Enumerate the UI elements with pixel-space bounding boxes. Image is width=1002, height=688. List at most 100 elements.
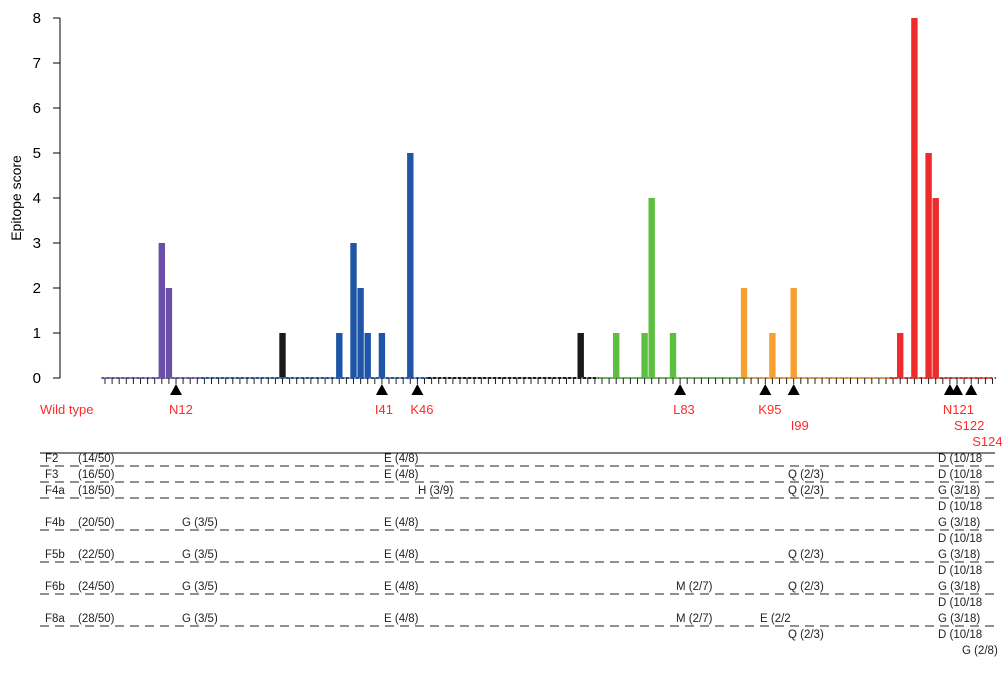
- bar: [407, 153, 414, 378]
- site-marker-icon: [375, 384, 388, 395]
- bar: [350, 243, 357, 378]
- variant-name: F4b: [45, 517, 65, 529]
- site-marker-icon: [965, 384, 978, 395]
- site-label: S124: [972, 434, 1002, 449]
- variant-name: F3: [45, 469, 58, 481]
- variant-name: F5b: [45, 549, 65, 561]
- bar: [364, 333, 371, 378]
- variant-fraction: (20/50): [78, 517, 115, 529]
- variant-substitution: G (3/5): [182, 613, 218, 625]
- variant-substitution: M (2/7): [676, 613, 713, 625]
- site-label: I99: [791, 418, 809, 433]
- variant-fraction: (16/50): [78, 469, 115, 481]
- site-label: S122: [954, 418, 984, 433]
- bar: [648, 198, 655, 378]
- variant-substitution: D (10/18: [938, 597, 982, 609]
- variant-substitution: H (3/9): [418, 485, 453, 497]
- variant-substitution: D (10/18: [938, 565, 982, 577]
- variant-substitution: D (10/18: [938, 533, 982, 545]
- variant-substitution: G (3/18): [938, 485, 980, 497]
- variant-name: F8a: [45, 613, 65, 625]
- variant-substitution: D (10/18: [938, 469, 982, 481]
- site-marker-icon: [951, 384, 963, 395]
- site-label: K46: [410, 402, 433, 417]
- y-tick-label: 7: [33, 55, 41, 72]
- variant-substitution: G (3/18): [938, 613, 980, 625]
- variant-substitution: G (2/8): [962, 645, 998, 657]
- variant-substitution: Q (2/3): [788, 549, 824, 561]
- variant-substitution: E (4/8): [384, 549, 419, 561]
- variant-substitution: Q (2/3): [788, 629, 824, 641]
- bar: [336, 333, 343, 378]
- site-label: L83: [673, 402, 695, 417]
- y-tick-label: 5: [33, 145, 41, 162]
- y-tick-label: 3: [33, 235, 41, 252]
- variant-fraction: (22/50): [78, 549, 115, 561]
- site-label: N12: [169, 402, 193, 417]
- variant-substitution: E (4/8): [384, 469, 419, 481]
- bar: [577, 333, 584, 378]
- variant-table: F2 (14/50) E (4/8) D (10/18 F3 (16/50) E (4/8)…: [40, 452, 998, 657]
- variant-fraction: (18/50): [78, 485, 115, 497]
- bar: [897, 333, 904, 378]
- y-tick-label: 1: [33, 325, 41, 342]
- variant-substitution: G (3/18): [938, 549, 980, 561]
- bar: [932, 198, 939, 378]
- variant-substitution: Q (2/3): [788, 469, 824, 481]
- variant-substitution: G (3/5): [182, 581, 218, 593]
- variant-substitution: D (10/18: [938, 453, 982, 465]
- site-marker-icon: [170, 384, 182, 395]
- bar: [165, 288, 173, 378]
- variant-substitution: E (4/8): [384, 453, 419, 465]
- bar: [158, 243, 165, 378]
- site-marker-icon: [759, 384, 772, 395]
- variant-name: F2: [45, 453, 58, 465]
- site-label: K95: [758, 402, 781, 417]
- variant-name: F4a: [45, 485, 65, 497]
- site-label: I41: [375, 402, 393, 417]
- variant-fraction: (14/50): [78, 453, 115, 465]
- variant-substitution: D (10/18: [938, 501, 982, 513]
- variant-substitution: E (4/8): [384, 613, 419, 625]
- variant-substitution: Q (2/3): [788, 581, 824, 593]
- site-marker-icon: [411, 384, 424, 395]
- y-tick-label: 2: [33, 280, 41, 297]
- bar: [357, 288, 364, 378]
- variant-substitution: G (3/5): [182, 517, 218, 529]
- y-tick-label: 0: [33, 370, 41, 387]
- site-marker-icon: [674, 384, 687, 395]
- bars: [158, 18, 939, 378]
- y-axis-label: Epitope score: [8, 155, 24, 241]
- y-ticks: 0 1 2 3 4 5 6 7 8: [33, 10, 60, 387]
- bar: [279, 333, 286, 378]
- variant-substitution: G (3/18): [938, 581, 980, 593]
- y-tick-label: 4: [33, 190, 41, 207]
- variant-substitution: D (10/18: [938, 629, 982, 641]
- y-tick-label: 8: [33, 10, 41, 27]
- variant-substitution: M (2/7): [676, 581, 713, 593]
- variant-substitution: G (3/18): [938, 517, 980, 529]
- variant-name: F6b: [45, 581, 65, 593]
- bar: [925, 153, 932, 378]
- variant-substitution: G (3/5): [182, 549, 218, 561]
- bar: [740, 288, 748, 378]
- variant-substitution: Q (2/3): [788, 485, 824, 497]
- bar: [378, 333, 386, 378]
- variant-substitution: E (4/8): [384, 517, 419, 529]
- variant-fraction: (24/50): [78, 581, 115, 593]
- bar: [669, 333, 677, 378]
- bar: [769, 333, 776, 378]
- bar: [641, 333, 648, 378]
- variant-substitution: E (2/2: [760, 613, 791, 625]
- variant-fraction: (28/50): [78, 613, 115, 625]
- site-marker-icon: [787, 384, 800, 395]
- bar: [613, 333, 620, 378]
- variant-substitution: E (4/8): [384, 581, 419, 593]
- wild-type-label: Wild type: [40, 402, 93, 417]
- y-tick-label: 6: [33, 100, 41, 117]
- bar: [911, 18, 918, 378]
- site-label: N121: [943, 402, 974, 417]
- bar: [790, 288, 797, 378]
